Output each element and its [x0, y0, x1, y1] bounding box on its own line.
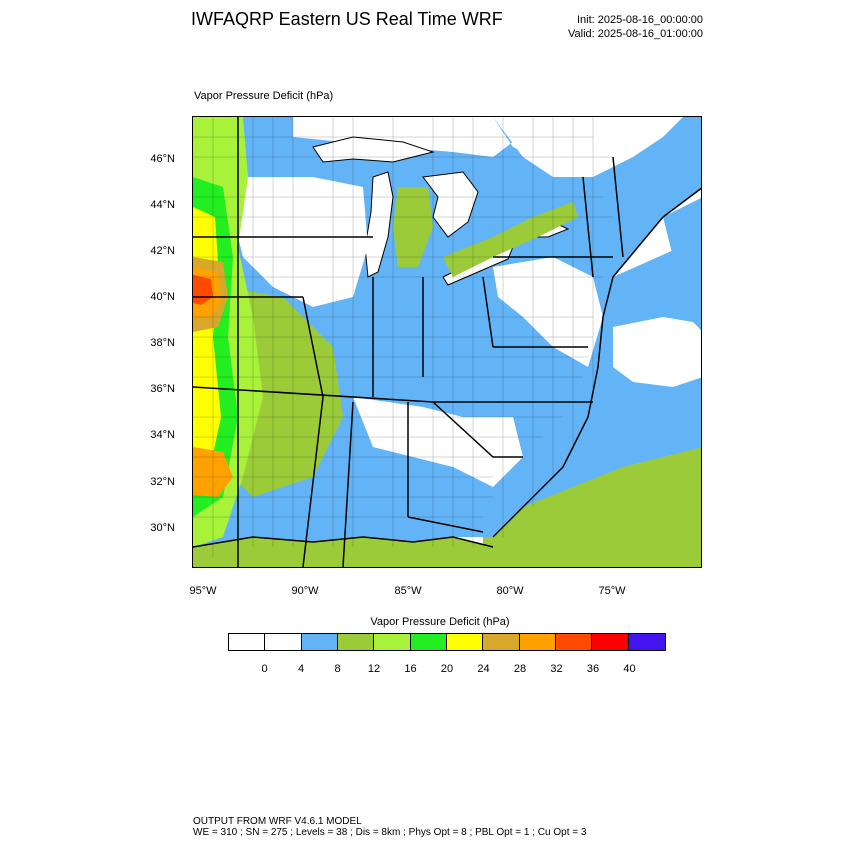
lake-michigan [364, 171, 394, 278]
mid-atlantic-white [493, 257, 603, 367]
colorbar-swatch [301, 634, 338, 650]
run-time-info: Init: 2025-08-16_00:00:00 Valid: 2025-08… [568, 13, 703, 41]
upper-midwest-white [233, 177, 368, 307]
offshore-white-patch [613, 317, 701, 387]
map-panel [192, 116, 702, 568]
colorbar-swatch [592, 634, 629, 650]
colorbar [228, 633, 666, 651]
michigan-green [393, 187, 433, 267]
colorbar-swatch [519, 634, 556, 650]
colorbar-swatch [410, 634, 447, 650]
lon-label-75: 75°W [598, 585, 626, 597]
canada-white [293, 117, 683, 172]
footer-line-1: OUTPUT FROM WRF V4.6.1 MODEL [193, 816, 362, 827]
lon-label-95: 95°W [189, 585, 217, 597]
colorbar-tick-label: 8 [334, 663, 341, 675]
colorbar-tick-label: 36 [586, 663, 600, 675]
model-footer: OUTPUT FROM WRF V4.6.1 MODEL WE = 310 ; … [193, 816, 586, 838]
lat-label-40: 40°N [150, 291, 175, 303]
ontario-green-band [443, 202, 578, 277]
colorbar-swatch [229, 634, 266, 650]
colorbar-swatch [483, 634, 520, 650]
lat-label-44: 44°N [150, 199, 175, 211]
lat-label-32: 32°N [150, 476, 175, 488]
southeast-white [353, 397, 523, 487]
colorbar-tick-label: 16 [404, 663, 417, 675]
colorbar-swatch [628, 634, 665, 650]
lat-label-46: 46°N [150, 153, 175, 165]
lat-label-30: 30°N [150, 522, 175, 534]
colorbar-swatch [337, 634, 375, 650]
colorbar-swatch [555, 634, 593, 650]
lat-label-38: 38°N [150, 337, 175, 349]
field-label: Vapor Pressure Deficit (hPa) [194, 90, 334, 102]
coastline [193, 187, 701, 548]
colorbar-swatch [446, 634, 484, 650]
vpd-map [193, 117, 701, 567]
colorbar-title: Vapor Pressure Deficit (hPa) [370, 616, 510, 628]
colorbar-tick-label: 12 [367, 663, 381, 675]
lon-label-80: 80°W [496, 585, 524, 597]
lon-label-90: 90°W [291, 585, 319, 597]
lat-label-42: 42°N [150, 245, 175, 257]
gulf-green [483, 447, 701, 567]
colorbar-tick-label: 20 [440, 663, 454, 675]
colorbar-swatch [265, 634, 302, 650]
plot-title: IWFAQRP Eastern US Real Time WRF [191, 9, 503, 29]
colorbar-tick-label: 28 [513, 663, 527, 675]
valid-time: Valid: 2025-08-16_01:00:00 [568, 28, 703, 40]
lat-label-34: 34°N [150, 429, 175, 441]
lat-label-36: 36°N [150, 383, 175, 395]
colorbar-tick-label: 24 [477, 663, 490, 675]
ne-ocean-blue [663, 198, 701, 257]
colorbar-tick-label: 40 [623, 663, 636, 675]
lon-label-85: 85°W [394, 585, 422, 597]
init-time: Init: 2025-08-16_00:00:00 [577, 14, 703, 26]
colorbar-swatch [374, 634, 411, 650]
colorbar-tick-label: 0 [261, 663, 268, 675]
lake-huron [422, 171, 479, 238]
county-lines [193, 117, 613, 557]
footer-line-2: WE = 310 ; SN = 275 ; Levels = 38 ; Dis … [193, 827, 587, 838]
colorbar-tick-label: 32 [550, 663, 563, 675]
colorbar-tick-label: 4 [297, 663, 305, 675]
gulf-west-green [193, 537, 493, 567]
